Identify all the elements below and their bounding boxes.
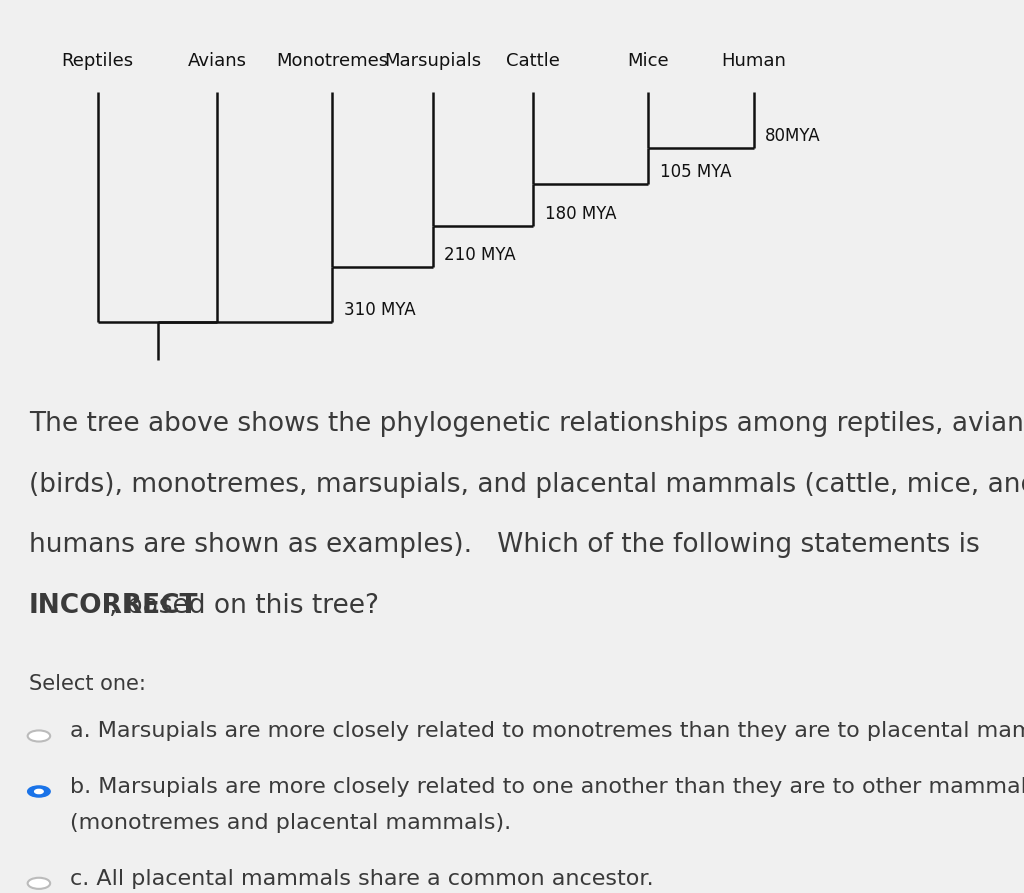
Text: Mice: Mice <box>628 52 669 71</box>
Text: 210 MYA: 210 MYA <box>444 246 516 264</box>
Text: (monotremes and placental mammals).: (monotremes and placental mammals). <box>70 814 511 833</box>
Text: Avians: Avians <box>188 52 247 71</box>
Circle shape <box>28 878 50 889</box>
Text: The tree above shows the phylogenetic relationships among reptiles, avians: The tree above shows the phylogenetic re… <box>29 411 1024 438</box>
Text: c. All placental mammals share a common ancestor.: c. All placental mammals share a common … <box>70 869 653 889</box>
Circle shape <box>35 789 43 794</box>
Text: Human: Human <box>721 52 786 71</box>
Text: b. Marsupials are more closely related to one another than they are to other mam: b. Marsupials are more closely related t… <box>70 777 1024 797</box>
Text: Reptiles: Reptiles <box>61 52 134 71</box>
Circle shape <box>28 730 50 741</box>
Text: 105 MYA: 105 MYA <box>659 163 731 181</box>
Text: , based on this tree?: , based on this tree? <box>110 593 379 619</box>
Circle shape <box>28 786 50 797</box>
Text: Cattle: Cattle <box>507 52 560 71</box>
Text: 180 MYA: 180 MYA <box>545 204 616 223</box>
Text: 80MYA: 80MYA <box>765 127 820 145</box>
Text: Select one:: Select one: <box>29 673 145 694</box>
Text: 310 MYA: 310 MYA <box>344 301 416 319</box>
Text: Monotremes: Monotremes <box>276 52 388 71</box>
Text: humans are shown as examples).   Which of the following statements is: humans are shown as examples). Which of … <box>29 532 979 558</box>
Text: (birds), monotremes, marsupials, and placental mammals (cattle, mice, and: (birds), monotremes, marsupials, and pla… <box>29 472 1024 497</box>
Text: a. Marsupials are more closely related to monotremes than they are to placental : a. Marsupials are more closely related t… <box>70 722 1024 741</box>
Text: INCORRECT: INCORRECT <box>29 593 199 619</box>
Text: Marsupials: Marsupials <box>384 52 481 71</box>
